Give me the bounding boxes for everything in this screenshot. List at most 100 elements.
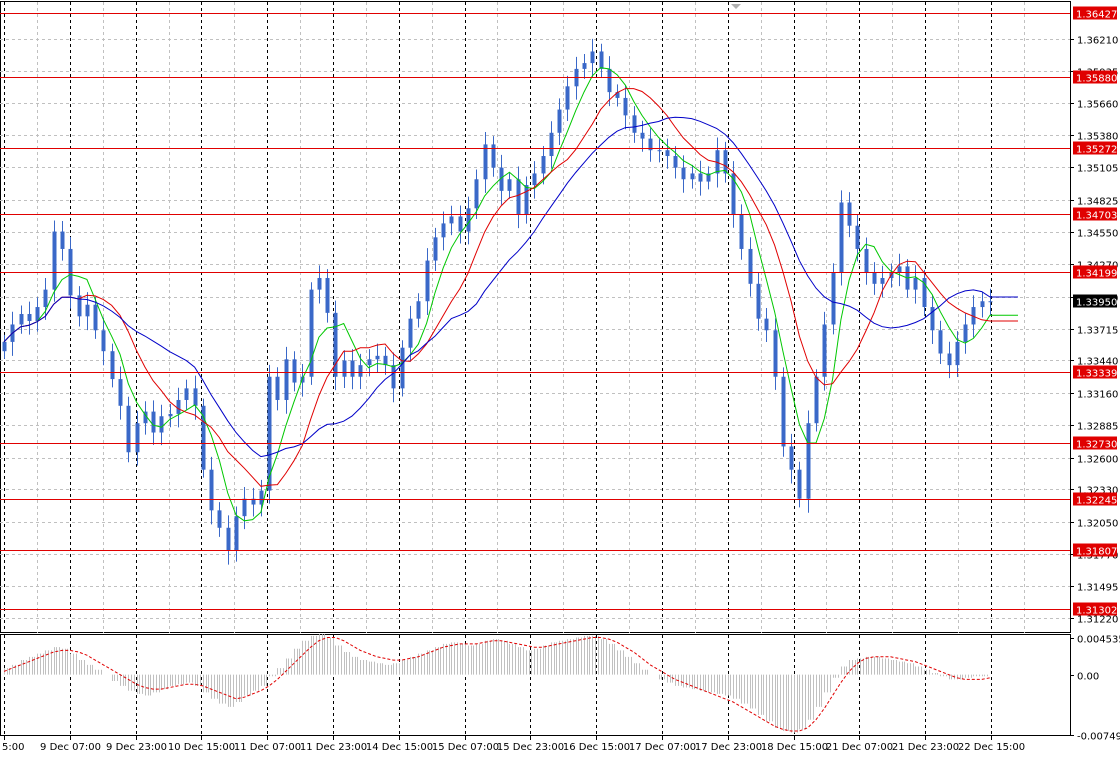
moving-average-ma_slow: [3, 116, 1018, 458]
candle-body: [201, 405, 206, 470]
time-tick-label: 11 Dec 23:00: [300, 742, 367, 753]
level-price-tag: [1073, 543, 1117, 557]
current-price-tag: [1073, 294, 1117, 308]
candle-body: [226, 527, 231, 552]
level-price-label: 1.33339: [1076, 369, 1117, 380]
candle-body: [706, 173, 711, 182]
candle-body: [193, 388, 198, 406]
candle-body: [449, 216, 454, 224]
candle-body: [623, 97, 628, 116]
time-tick-label: 10 Dec 15:00: [168, 742, 235, 753]
candle-body: [151, 411, 156, 433]
candle-body: [391, 365, 396, 389]
candle-body: [582, 63, 587, 69]
candle-body: [176, 399, 181, 414]
candle-body: [781, 376, 786, 447]
candle-body: [85, 304, 90, 317]
candle-body: [333, 312, 338, 377]
oscillator-tick-label: 0.004535: [1077, 635, 1120, 646]
candle-body: [831, 272, 836, 325]
level-price-tag: [1073, 365, 1117, 379]
candle-body: [433, 237, 438, 261]
candle-body: [52, 231, 57, 290]
price-tick-label: 1.33160: [1077, 390, 1118, 401]
candle-body: [275, 376, 280, 400]
candle-body: [217, 510, 222, 528]
candle-body: [209, 469, 214, 511]
candle-body: [615, 92, 620, 98]
price-tick-label: 1.32330: [1077, 486, 1118, 497]
price-tick-label: 1.35660: [1077, 100, 1118, 111]
price-tick-label: 1.31495: [1077, 583, 1118, 594]
candle-body: [657, 150, 662, 152]
time-tick-label: 18 Dec 15:00: [761, 742, 828, 753]
time-tick-label: 17 Dec 07:00: [629, 742, 696, 753]
candle-body: [748, 248, 753, 284]
level-price-tag: [1073, 6, 1117, 20]
candle-body: [681, 167, 686, 180]
candle-body: [897, 266, 902, 273]
price-tick-label: 1.34550: [1077, 229, 1118, 240]
oscillator-panel-border: [0, 634, 1071, 736]
level-price-tag: [1073, 70, 1117, 84]
candle-body: [648, 138, 653, 151]
time-tick-label: 22 Dec 15:00: [958, 742, 1025, 753]
candle-body: [234, 516, 239, 552]
price-tick-label: 1.32885: [1077, 422, 1118, 433]
time-tick-label: 15 Dec 07:00: [432, 742, 499, 753]
candle-body: [77, 295, 82, 317]
oscillator-panel[interactable]: [0, 634, 1071, 736]
candle-body: [267, 376, 272, 491]
candle-body: [739, 214, 744, 249]
candle-body: [425, 260, 430, 302]
level-price-label: 1.31807: [1076, 547, 1117, 558]
candle-body: [342, 360, 347, 377]
candle-body: [375, 355, 380, 360]
moving-average-ma_fast: [3, 67, 1018, 522]
candle-body: [309, 289, 314, 377]
candle-body: [673, 156, 678, 168]
candle-body: [168, 413, 173, 417]
time-tick-label: 11 Dec 07:00: [234, 742, 301, 753]
candle-body: [599, 51, 604, 69]
time-tick-label: 14 Dec 15:00: [366, 742, 433, 753]
candle-body: [60, 231, 65, 249]
candle-body: [930, 307, 935, 331]
price-tick-label: 1.34825: [1077, 197, 1118, 208]
candle-body: [731, 173, 736, 215]
time-tick-label: 9 Dec 23:00: [106, 742, 167, 753]
candle-body: [325, 278, 330, 313]
level-price-label: 1.31302: [1076, 606, 1117, 617]
candle-body: [358, 365, 363, 377]
candle-body: [19, 314, 24, 325]
level-price-label: 1.34199: [1076, 269, 1117, 280]
candle-body: [541, 156, 546, 174]
candle-body: [822, 324, 827, 377]
oscillator-signal-line: [3, 637, 991, 732]
candle-body: [524, 185, 529, 215]
price-tick-label: 1.32600: [1077, 455, 1118, 466]
candle-body: [408, 318, 413, 348]
candle-body: [806, 423, 811, 499]
time-axis: 5:00 9 Dec 07:00 9 Dec 23:00 10 Dec 15:0011…: [2, 736, 1025, 753]
candle-body: [126, 405, 131, 453]
candle-body: [259, 490, 264, 505]
horizontal-levels[interactable]: 1.36427 1.35880 1.35272 1.34703 1.34199 1.333…: [0, 6, 1117, 617]
candle-body: [458, 216, 463, 232]
candle-body: [317, 278, 322, 290]
candle-body: [383, 355, 388, 366]
level-price-label: 1.34703: [1076, 211, 1117, 222]
time-tick-label: 9 Dec 07:00: [40, 742, 101, 753]
candle-body: [532, 173, 537, 186]
main-price-panel[interactable]: [0, 1, 1071, 634]
candle-body: [143, 411, 148, 424]
candle-body: [988, 301, 993, 303]
price-tick-label: 1.33715: [1077, 326, 1118, 337]
level-price-tag: [1073, 436, 1117, 450]
level-price-tag: [1073, 602, 1117, 616]
candle-body: [980, 301, 985, 308]
candle-body: [2, 341, 7, 352]
candle-body: [690, 173, 695, 180]
